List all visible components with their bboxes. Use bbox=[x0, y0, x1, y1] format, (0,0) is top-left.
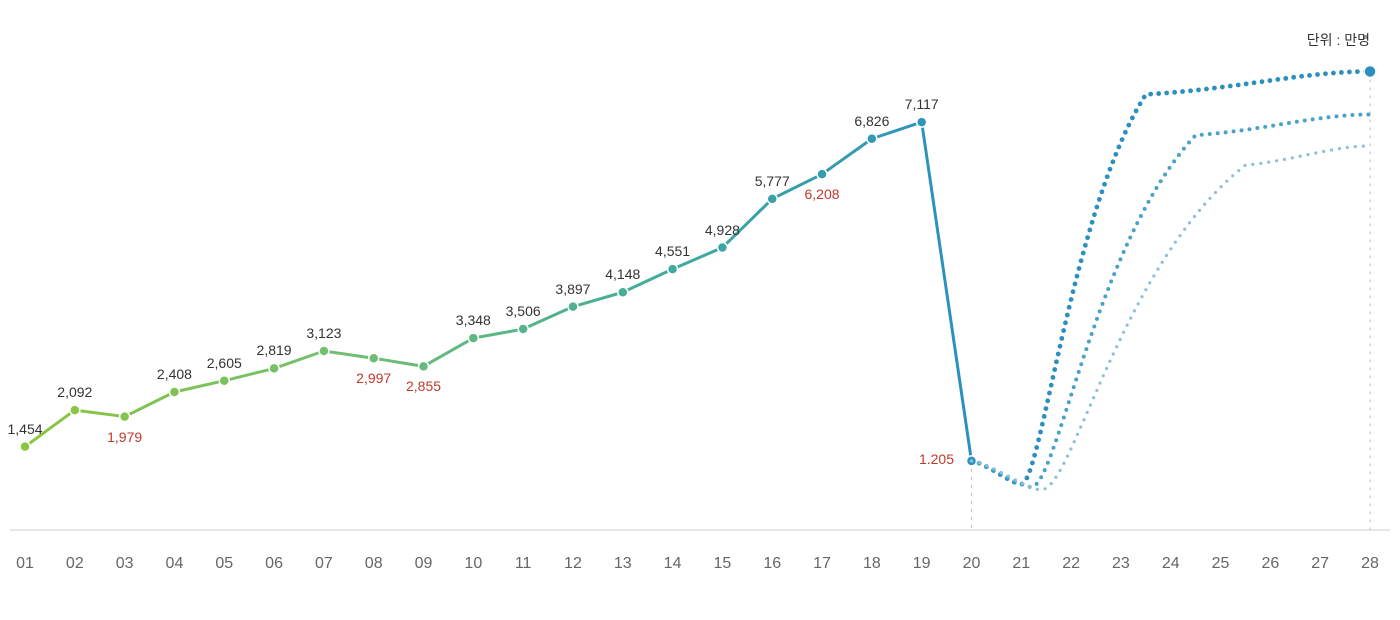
x-axis-label: 23 bbox=[1112, 555, 1130, 573]
data-label: 1.205 bbox=[919, 451, 954, 467]
x-axis-label: 09 bbox=[415, 555, 433, 573]
x-axis-label: 05 bbox=[215, 555, 233, 573]
x-axis-label: 25 bbox=[1212, 555, 1230, 573]
x-axis-label: 18 bbox=[863, 555, 881, 573]
x-axis-label: 15 bbox=[714, 555, 732, 573]
data-label: 4,928 bbox=[705, 222, 740, 238]
plot-area bbox=[0, 0, 1400, 620]
x-axis-label: 01 bbox=[16, 555, 34, 573]
x-axis-label: 04 bbox=[166, 555, 184, 573]
x-axis-label: 21 bbox=[1012, 555, 1030, 573]
x-axis-label: 17 bbox=[813, 555, 831, 573]
x-axis-label: 02 bbox=[66, 555, 84, 573]
x-axis-label: 12 bbox=[564, 555, 582, 573]
data-label: 7,117 bbox=[905, 96, 939, 112]
x-axis-label: 03 bbox=[116, 555, 134, 573]
x-axis-label: 19 bbox=[913, 555, 931, 573]
data-label: 5,777 bbox=[755, 173, 790, 189]
data-label: 4,148 bbox=[605, 266, 640, 282]
x-axis-label: 28 bbox=[1361, 555, 1379, 573]
data-label: 1,454 bbox=[7, 421, 42, 437]
x-axis-label: 07 bbox=[315, 555, 333, 573]
data-label: 2,092 bbox=[57, 384, 92, 400]
line-chart: 단위 : 만명 01020304050607080910111213141516… bbox=[0, 0, 1400, 620]
data-label: 2,855 bbox=[406, 378, 441, 394]
x-axis-label: 14 bbox=[664, 555, 682, 573]
data-label: 6,208 bbox=[805, 186, 840, 202]
x-axis-label: 27 bbox=[1311, 555, 1329, 573]
x-axis-label: 08 bbox=[365, 555, 383, 573]
x-axis-label: 26 bbox=[1261, 555, 1279, 573]
x-axis-label: 06 bbox=[265, 555, 283, 573]
data-label: 3,897 bbox=[555, 281, 590, 297]
data-label: 1,979 bbox=[107, 429, 142, 445]
data-label: 2,408 bbox=[157, 366, 192, 382]
x-axis-label: 20 bbox=[963, 555, 981, 573]
data-label: 4,551 bbox=[655, 243, 690, 259]
data-label: 2,819 bbox=[257, 342, 292, 358]
data-label: 3,123 bbox=[306, 325, 341, 341]
x-axis-label: 10 bbox=[464, 555, 482, 573]
x-axis-label: 13 bbox=[614, 555, 632, 573]
x-axis-label: 22 bbox=[1062, 555, 1080, 573]
data-label: 2,605 bbox=[207, 355, 242, 371]
data-label: 3,348 bbox=[456, 312, 491, 328]
x-axis-label: 11 bbox=[515, 555, 532, 573]
data-label: 3,506 bbox=[506, 303, 541, 319]
x-axis-label: 24 bbox=[1162, 555, 1180, 573]
data-label: 6,826 bbox=[854, 113, 889, 129]
data-label: 2,997 bbox=[356, 370, 391, 386]
x-axis-label: 16 bbox=[763, 555, 781, 573]
